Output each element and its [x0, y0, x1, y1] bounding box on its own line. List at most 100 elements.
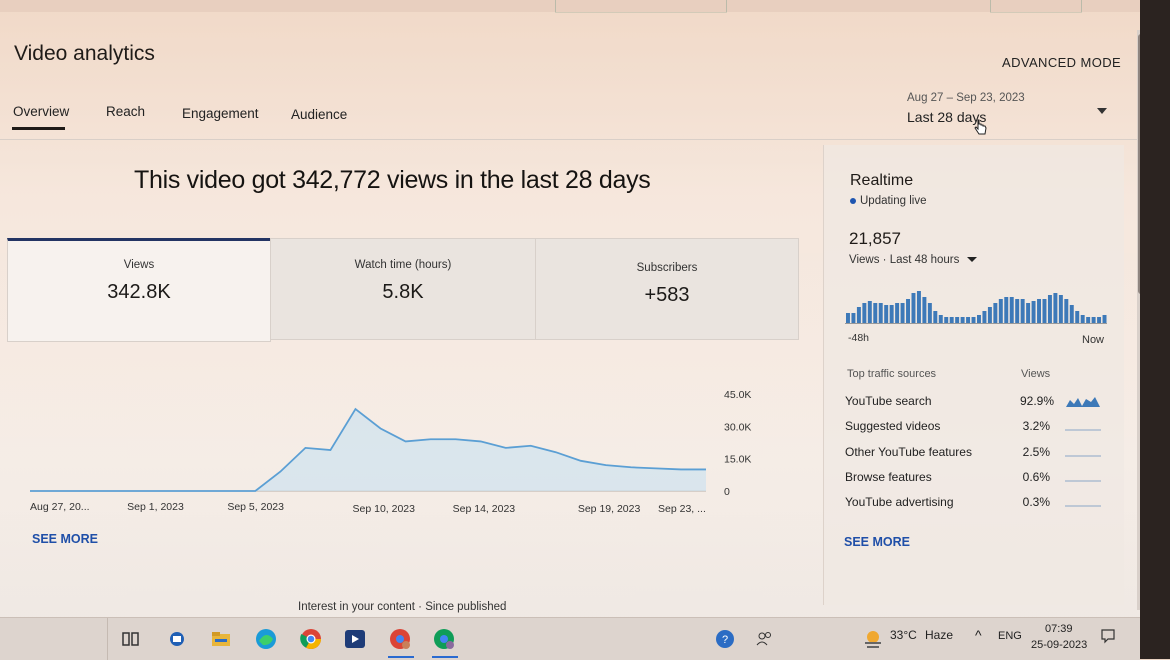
chevron-down-icon[interactable]	[1097, 108, 1107, 114]
realtime-bar	[1075, 311, 1080, 323]
weather-temp[interactable]: 33°C	[890, 628, 917, 642]
help-icon[interactable]: ?	[712, 626, 738, 652]
traffic-sparkline	[1066, 397, 1100, 407]
x-tick-label: Sep 19, 2023	[578, 503, 641, 515]
task-view-icon[interactable]	[118, 626, 144, 652]
chrome-profile-2-icon[interactable]	[431, 626, 457, 652]
realtime-bar	[878, 303, 883, 323]
traffic-source-row[interactable]: YouTube search 92.9%	[845, 394, 1105, 416]
realtime-see-more-link[interactable]: SEE MORE	[844, 535, 910, 549]
realtime-bar	[862, 303, 867, 323]
realtime-bar	[1037, 299, 1041, 323]
realtime-bar	[1020, 299, 1025, 323]
realtime-range-label: Views · Last 48 hours	[849, 254, 960, 266]
language-indicator[interactable]: ENG	[998, 630, 1022, 642]
y-tick-label: 15.0K	[724, 454, 751, 466]
clock-date[interactable]: 25-09-2023	[1031, 639, 1088, 651]
realtime-bar	[944, 317, 949, 323]
see-more-link[interactable]: SEE MORE	[32, 532, 98, 546]
realtime-bar	[1026, 303, 1031, 323]
realtime-bar	[960, 317, 965, 323]
tray-chevron-up-icon[interactable]: ^	[975, 627, 982, 643]
chevron-down-icon	[966, 257, 977, 263]
realtime-bar	[895, 303, 900, 323]
realtime-bar	[867, 301, 872, 323]
file-explorer-icon[interactable]	[208, 626, 234, 652]
y-tick-label: 0	[724, 486, 730, 498]
realtime-bar	[906, 299, 910, 323]
top-toolbar-stub	[555, 0, 727, 13]
realtime-range-selector[interactable]: Views · Last 48 hours	[849, 254, 977, 266]
hand-cursor-icon	[974, 119, 987, 135]
realtime-bar	[922, 297, 927, 323]
realtime-bar	[977, 315, 981, 323]
edge-icon[interactable]	[253, 626, 279, 652]
traffic-sparkline	[1065, 505, 1101, 507]
media-app-icon[interactable]	[342, 626, 368, 652]
metric-card-subscribers[interactable]: Subscribers +583	[535, 238, 799, 340]
realtime-bar	[1069, 305, 1074, 323]
tab-engagement[interactable]: Engagement	[182, 106, 259, 121]
traffic-source-row[interactable]: YouTube advertising 0.3%	[845, 495, 1105, 517]
views-headline: This video got 342,772 views in the last…	[134, 166, 651, 194]
realtime-bar	[982, 311, 987, 323]
traffic-source-name: YouTube advertising	[845, 495, 954, 509]
mail-icon[interactable]	[164, 626, 190, 652]
realtime-title: Realtime	[850, 172, 914, 189]
traffic-sources-header: Top traffic sources	[847, 368, 937, 380]
svg-text:?: ?	[722, 634, 728, 646]
weather-haze-icon	[865, 631, 881, 648]
bottom-section-caption: Interest in your content · Since publish…	[298, 601, 507, 613]
realtime-bar	[911, 293, 916, 323]
date-preset-selector[interactable]: Last 28 days	[907, 109, 987, 125]
chrome-profile-icon[interactable]	[387, 626, 413, 652]
traffic-source-row[interactable]: Other YouTube features 2.5%	[845, 445, 1105, 467]
active-tab-indicator	[12, 127, 65, 130]
realtime-bar	[1042, 299, 1047, 323]
people-icon[interactable]	[752, 626, 778, 652]
y-tick-label: 30.0K	[724, 421, 751, 433]
metric-card-views[interactable]: Views 342.8K	[7, 238, 271, 342]
realtime-bar-chart	[845, 291, 1107, 324]
metric-value: +583	[644, 284, 690, 306]
chart-area-fill	[30, 409, 706, 491]
realtime-bar	[1080, 315, 1085, 323]
realtime-bar	[987, 307, 992, 323]
metric-label: Watch time (hours)	[354, 259, 452, 271]
weather-desc[interactable]: Haze	[925, 628, 954, 642]
realtime-bar	[916, 291, 921, 323]
traffic-source-name: YouTube search	[845, 394, 932, 408]
x-tick-label: Sep 23, ...	[658, 503, 706, 515]
clock-time[interactable]: 07:39	[1045, 623, 1073, 635]
realtime-panel	[823, 145, 1124, 605]
chrome-icon[interactable]	[298, 626, 324, 652]
realtime-bar	[1058, 295, 1063, 323]
monitor-bezel	[1140, 0, 1170, 659]
traffic-source-name: Other YouTube features	[845, 445, 972, 459]
traffic-source-percent: 3.2%	[1022, 419, 1050, 433]
traffic-source-percent: 92.9%	[1020, 394, 1055, 408]
realtime-bar	[998, 299, 1003, 323]
x-tick-label: Sep 1, 2023	[127, 501, 184, 513]
x-tick-label: Sep 10, 2023	[353, 503, 416, 515]
chart-series-line	[30, 407, 706, 492]
monitor-top-edge	[0, 0, 1170, 12]
traffic-sparkline	[1065, 455, 1101, 457]
x-tick-label: Sep 14, 2023	[453, 503, 516, 515]
realtime-bar	[938, 315, 943, 323]
create-button-stub[interactable]	[990, 0, 1082, 13]
tab-audience[interactable]: Audience	[291, 107, 348, 122]
metric-card-watch-time[interactable]: Watch time (hours) 5.8K	[270, 238, 536, 340]
traffic-source-row[interactable]: Suggested videos 3.2%	[845, 419, 1105, 441]
advanced-mode-button[interactable]: ADVANCED MODE	[1002, 55, 1122, 70]
realtime-bar	[1086, 317, 1091, 323]
tab-reach[interactable]: Reach	[106, 104, 146, 119]
tab-overview[interactable]: Overview	[13, 104, 70, 119]
traffic-source-row[interactable]: Browse features 0.6%	[845, 470, 1105, 492]
realtime-start-label: -48h	[848, 332, 870, 344]
taskbar-divider	[107, 618, 108, 660]
realtime-bar	[889, 305, 894, 323]
traffic-source-percent: 2.5%	[1022, 445, 1050, 459]
notifications-icon[interactable]	[1100, 628, 1116, 644]
realtime-bar	[884, 305, 889, 323]
